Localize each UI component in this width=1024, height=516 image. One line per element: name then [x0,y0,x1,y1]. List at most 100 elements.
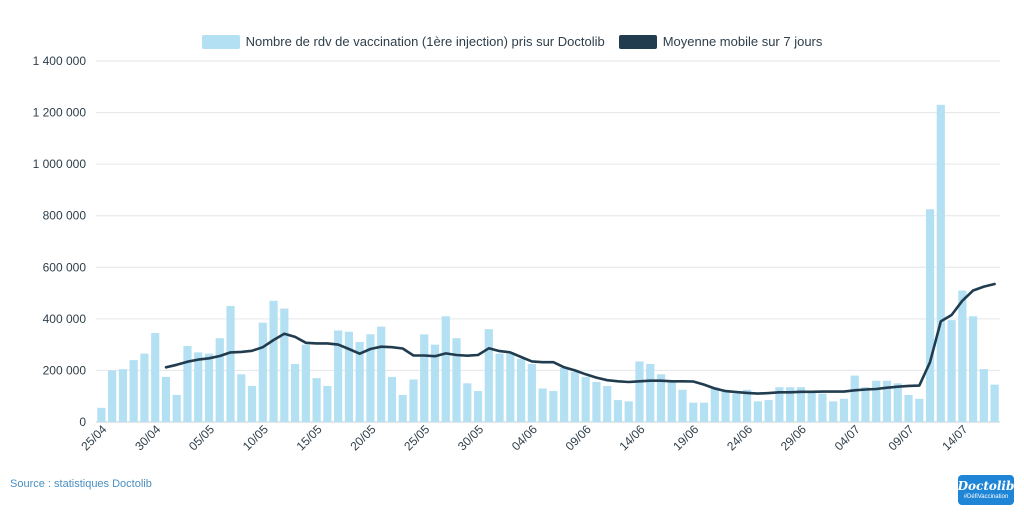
bar[interactable] [689,402,698,422]
bar[interactable] [786,387,795,422]
bar[interactable] [646,363,655,422]
legend-item-bars[interactable]: Nombre de rdv de vaccination (1ère injec… [201,34,605,49]
bar[interactable] [829,401,838,422]
bar[interactable] [334,330,343,422]
bar[interactable] [129,360,138,422]
bar[interactable] [538,388,547,422]
bar[interactable] [97,407,106,422]
bar[interactable] [226,305,235,422]
bar[interactable] [635,361,644,422]
bar[interactable] [613,400,623,422]
bar[interactable] [925,209,935,422]
bar[interactable] [377,326,386,422]
bar[interactable] [764,400,773,422]
y-tick-label: 200 000 [43,363,87,377]
bar[interactable] [463,383,472,422]
bar[interactable] [506,353,515,422]
bar[interactable] [237,374,246,422]
bar[interactable] [312,378,321,422]
bar[interactable] [269,300,278,422]
bar[interactable] [592,382,601,422]
bar[interactable] [818,393,827,422]
bar[interactable] [904,394,913,422]
bar[interactable] [172,394,181,422]
bar[interactable] [560,367,569,422]
bar[interactable] [108,370,117,422]
y-tick-label: 600 000 [43,260,87,274]
bar[interactable] [667,380,676,422]
bar[interactable] [624,401,633,422]
bar[interactable] [527,363,536,422]
bar[interactable] [721,391,730,422]
bar[interactable] [678,389,687,422]
y-axis-ticks: 0 200 000 400 000 600 000 800 000 1 000 000 1 … [33,54,87,429]
bar[interactable] [183,345,192,422]
bar[interactable] [893,383,902,422]
bar[interactable] [204,353,214,422]
bar[interactable] [484,329,493,422]
bar[interactable] [603,385,612,422]
legend-swatch-line [618,34,657,49]
legend: Nombre de rdv de vaccination (1ère injec… [0,34,1024,49]
bar[interactable] [850,375,859,422]
bar[interactable] [732,393,741,422]
bar[interactable] [355,342,364,422]
bar[interactable] [420,334,429,422]
bar[interactable] [118,369,127,422]
bar[interactable] [861,387,870,422]
bar[interactable] [495,353,504,422]
bar[interactable] [969,316,978,422]
bar[interactable] [215,338,224,422]
x-tick-label: 09/07 [886,422,917,453]
bar[interactable] [517,358,526,422]
bar[interactable] [656,374,666,422]
bar[interactable] [936,104,945,422]
bar[interactable] [915,398,924,422]
bar[interactable] [258,322,267,422]
bar[interactable] [430,344,440,422]
bar[interactable] [549,391,558,422]
bar[interactable] [387,376,397,422]
bar[interactable] [947,320,956,422]
bar[interactable] [958,290,967,422]
doctolib-logo: Doctolib #DéfiVaccination [958,475,1014,505]
bar[interactable] [452,338,461,422]
y-tick-label: 800 000 [43,209,87,223]
bar[interactable] [581,376,590,422]
bar[interactable] [398,394,407,422]
moving-average-line[interactable] [164,282,996,395]
bar[interactable] [796,387,805,422]
bar[interactable] [839,398,849,422]
bar[interactable] [882,380,892,422]
bar[interactable] [441,316,450,422]
bar[interactable] [323,385,332,422]
moving-average-series [164,282,996,395]
legend-item-line[interactable]: Moyenne mobile sur 7 jours [618,34,822,49]
bar[interactable] [872,380,881,422]
x-tick-label: 30/05 [455,422,486,453]
x-tick-label: 10/05 [240,422,271,453]
bar[interactable] [699,402,709,422]
bar[interactable] [280,308,289,422]
bar[interactable] [979,369,988,422]
bar[interactable] [710,387,719,422]
bar[interactable] [151,333,160,422]
bar[interactable] [161,376,171,422]
x-tick-label: 05/05 [186,422,217,453]
bar[interactable] [366,334,375,422]
bar[interactable] [570,371,579,422]
bar[interactable] [775,387,784,422]
y-tick-label: 0 [79,415,86,429]
bar[interactable] [194,352,203,422]
bar[interactable] [990,384,999,422]
bar[interactable] [247,385,257,422]
bar[interactable] [291,363,300,422]
bar[interactable] [140,353,149,422]
bar[interactable] [301,344,310,422]
bar[interactable] [409,379,418,422]
bar[interactable] [753,401,762,422]
bar[interactable] [344,331,353,422]
bar[interactable] [807,391,816,422]
bar[interactable] [473,391,483,422]
bar[interactable] [743,389,752,422]
